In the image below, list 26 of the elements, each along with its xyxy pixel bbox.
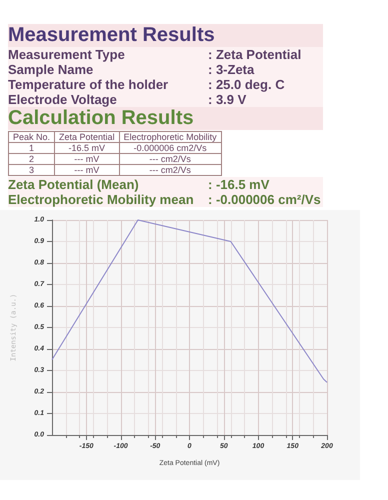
text: Measurement Type xyxy=(8,47,126,62)
text: : 3.9 V xyxy=(208,92,246,107)
text: 2 xyxy=(8,154,55,164)
chart-title: Measurement Results xyxy=(8,24,323,47)
text: --- mV xyxy=(54,164,120,176)
text: : 3-Zeta xyxy=(208,62,254,77)
text: 3 xyxy=(8,164,55,176)
text: --- cm2/Vs xyxy=(119,164,222,176)
text: -16.5 mV xyxy=(54,142,120,154)
text: : Zeta Potential xyxy=(208,47,302,62)
text: Electrophoretic Mobility xyxy=(119,132,222,142)
text: 1 xyxy=(8,142,55,154)
text: --- cm2/Vs xyxy=(119,154,222,164)
text: Temperature of the holder xyxy=(8,77,170,92)
chart-subtitle: Calculation Results xyxy=(8,107,323,130)
text: Zeta Potential (Mean) xyxy=(8,177,140,192)
text: : -0.000006 cm²/Vs xyxy=(208,192,321,207)
text: Peak No. xyxy=(8,132,55,142)
text: Zeta Potential xyxy=(54,132,120,142)
text: Electrode Voltage xyxy=(8,92,118,107)
text: : -16.5 mV xyxy=(208,177,270,192)
text: -0.000006 cm2/Vs xyxy=(119,142,222,154)
text: : 25.0 deg. C xyxy=(208,77,285,92)
text: Sample Name xyxy=(8,62,94,77)
text: Electrophoretic Mobility mean xyxy=(8,192,195,207)
text: --- mV xyxy=(54,154,120,164)
